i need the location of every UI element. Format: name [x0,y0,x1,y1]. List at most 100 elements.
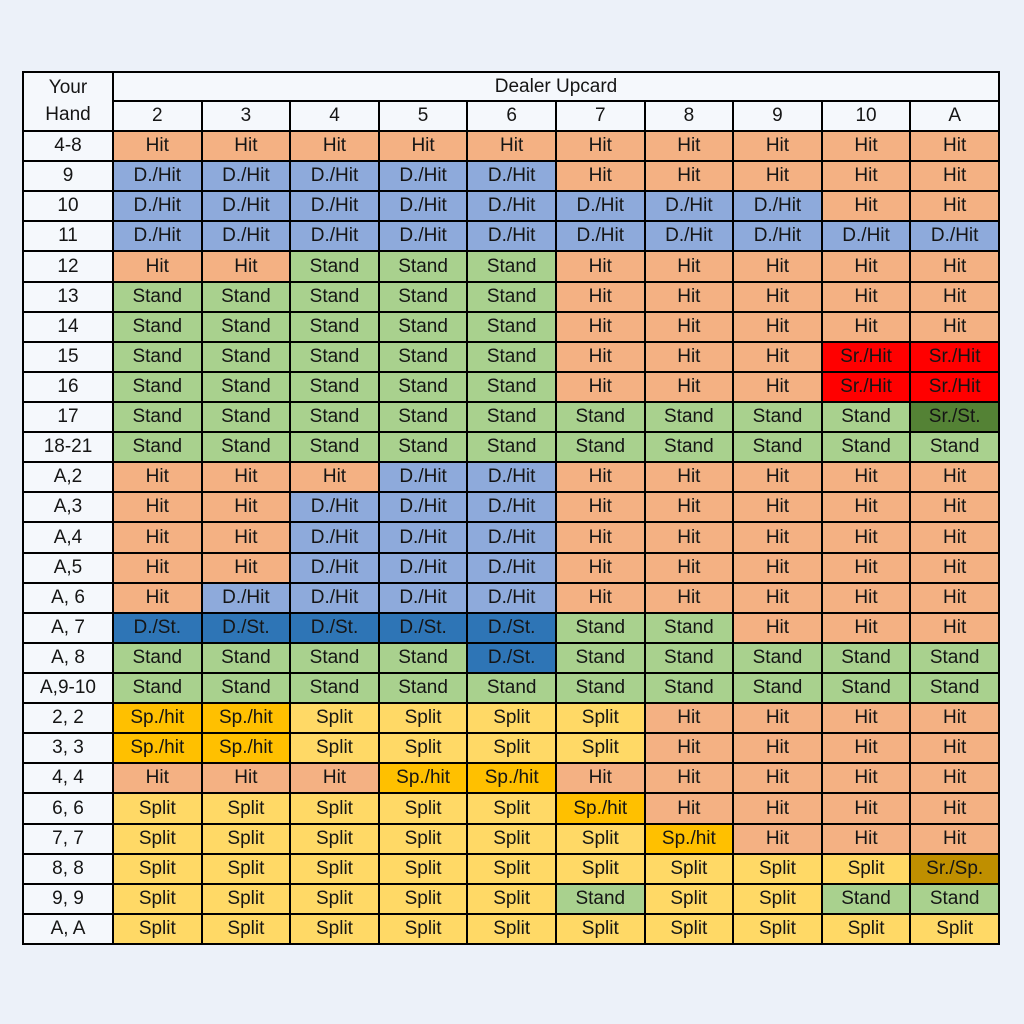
action-cell: D./Hit [377,551,469,584]
action-cell: Stand [200,671,292,705]
table-row: 9, 9 Split Split Split Split Split Stand Split S… [22,882,1000,915]
action-cell: Stand [289,250,380,283]
table-row: A, 8 Stand Stand Stand Stand D./St. Stand Stand… [22,641,1000,674]
action-cell: D./Hit [466,551,557,584]
row-label: 4-8 [22,129,114,163]
action-cell: Stand [909,671,1000,705]
action-cell: Stand [643,671,735,705]
action-cell: Stand [377,400,469,434]
action-cell: Hit [820,702,912,735]
row-label: 8, 8 [22,852,114,885]
action-cell: D./Hit [112,190,203,223]
action-cell: Split [377,882,469,915]
row-label: 12 [22,250,114,283]
action-cell: Stand [289,671,380,705]
row-label: 17 [22,400,114,434]
action-cell: Split [554,912,646,946]
action-cell: D./Hit [289,220,380,253]
action-cell: Stand [820,431,912,464]
action-cell: Stand [466,431,557,464]
action-cell: Hit [112,551,203,584]
table-row: A,3 Hit Hit D./Hit D./Hit D./Hit Hit Hit Hit Hit H… [22,491,1000,524]
action-cell: D./Hit [289,491,380,524]
action-cell: Stand [554,671,646,705]
column-header: 3 [200,100,292,132]
row-label: 16 [22,370,114,403]
action-cell: Split [377,852,469,885]
action-cell: Stand [643,400,735,434]
action-cell: Hit [554,250,646,283]
action-cell: Hit [820,551,912,584]
action-cell: D./St. [112,611,203,644]
column-header: 2 [112,100,203,132]
action-cell: Hit [554,762,646,795]
action-cell: Hit [112,129,203,163]
action-cell: D./Hit [200,160,292,193]
action-cell: Hit [909,160,1000,193]
action-cell: Hit [820,280,912,313]
action-cell: Split [377,912,469,946]
action-cell: Hit [732,250,823,283]
action-cell: Split [289,912,380,946]
row-label: 15 [22,340,114,373]
action-cell: Hit [112,461,203,494]
action-cell: Hit [554,370,646,403]
table-row: 18-21 Stand Stand Stand Stand Stand Stand Stand… [22,431,1000,464]
column-header: 6 [466,100,557,132]
table-row: A,5 Hit Hit D./Hit D./Hit D./Hit Hit Hit Hit Hit H… [22,551,1000,584]
action-cell: Stand [820,641,912,674]
action-cell: Stand [112,400,203,434]
action-cell: Hit [200,551,292,584]
row-label: 7, 7 [22,822,114,855]
action-cell: Split [909,912,1000,946]
action-cell: Split [112,792,203,825]
action-cell: Hit [732,732,823,765]
action-cell: Stand [377,310,469,343]
action-cell: Sp./hit [377,762,469,795]
row-label: A,5 [22,551,114,584]
action-cell: Split [466,822,557,855]
table-row: 13 Stand Stand Stand Stand Stand Hit Hit Hit Hit H… [22,280,1000,313]
action-cell: D./Hit [377,160,469,193]
action-cell: Hit [554,581,646,614]
action-cell: Split [289,732,380,765]
action-cell: Hit [820,581,912,614]
action-cell: Stand [466,280,557,313]
action-cell: D./Hit [466,581,557,614]
action-cell: D./St. [466,641,557,674]
row-label: A,2 [22,461,114,494]
action-cell: D./Hit [377,461,469,494]
action-cell: Hit [732,581,823,614]
action-cell: D./Hit [643,190,735,223]
action-cell: Hit [289,762,380,795]
action-cell: Hit [909,190,1000,223]
action-cell: Stand [200,340,292,373]
action-cell: Hit [289,461,380,494]
action-cell: Hit [554,310,646,343]
action-cell: Stand [112,310,203,343]
action-cell: Hit [820,732,912,765]
action-cell: Split [466,732,557,765]
action-cell: Stand [466,370,557,403]
action-cell: Split [820,912,912,946]
action-cell: Stand [643,641,735,674]
action-cell: Hit [643,310,735,343]
column-header: 10 [820,100,912,132]
action-cell: D./Hit [112,160,203,193]
action-cell: Stand [112,671,203,705]
action-cell: Hit [732,822,823,855]
action-cell: D./Hit [554,190,646,223]
action-cell: Stand [554,641,646,674]
action-cell: Stand [200,431,292,464]
action-cell: Stand [289,431,380,464]
action-cell: D./Hit [466,160,557,193]
action-cell: Sp./hit [643,822,735,855]
action-cell: D./Hit [466,461,557,494]
row-label: 11 [22,220,114,253]
action-cell: Hit [732,521,823,554]
action-cell: Hit [200,461,292,494]
action-cell: Stand [554,882,646,915]
action-cell: D./St. [200,611,292,644]
action-cell: Stand [112,370,203,403]
